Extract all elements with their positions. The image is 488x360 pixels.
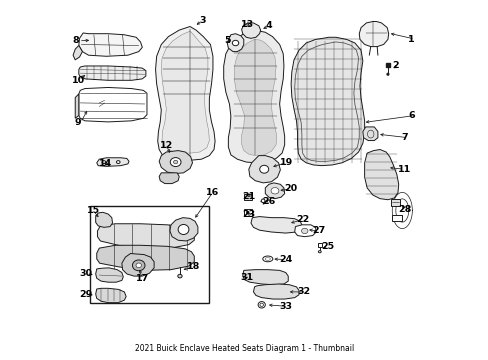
Text: 3: 3: [199, 16, 205, 25]
Text: 9: 9: [74, 118, 81, 127]
Polygon shape: [79, 33, 142, 56]
Polygon shape: [248, 156, 280, 183]
Polygon shape: [253, 284, 298, 299]
Polygon shape: [73, 45, 82, 60]
Text: 32: 32: [297, 287, 310, 296]
Text: 25: 25: [321, 242, 334, 251]
Ellipse shape: [116, 161, 120, 163]
Polygon shape: [96, 212, 112, 227]
Ellipse shape: [261, 199, 264, 203]
Text: 31: 31: [240, 273, 253, 282]
Ellipse shape: [178, 225, 188, 234]
Text: 28: 28: [397, 205, 410, 214]
Text: 17: 17: [135, 274, 149, 283]
Text: 22: 22: [296, 215, 309, 224]
Text: 8: 8: [72, 36, 79, 45]
Polygon shape: [96, 288, 126, 303]
Polygon shape: [290, 37, 364, 166]
Text: 5: 5: [224, 36, 230, 45]
Polygon shape: [223, 30, 284, 163]
Polygon shape: [250, 217, 301, 233]
Text: 29: 29: [80, 289, 93, 298]
Text: 19: 19: [279, 158, 292, 167]
Text: 4: 4: [265, 21, 272, 30]
Text: 6: 6: [408, 111, 414, 120]
Ellipse shape: [318, 251, 321, 253]
Ellipse shape: [259, 165, 268, 173]
Text: 30: 30: [80, 269, 92, 278]
Polygon shape: [242, 270, 287, 285]
Polygon shape: [391, 215, 402, 221]
Polygon shape: [79, 66, 145, 80]
Polygon shape: [161, 31, 209, 153]
Polygon shape: [75, 94, 79, 118]
Text: 7: 7: [401, 133, 407, 142]
Ellipse shape: [232, 40, 238, 46]
Text: 15: 15: [86, 206, 100, 215]
Text: 14: 14: [99, 159, 112, 168]
Text: 1: 1: [407, 35, 414, 44]
Polygon shape: [159, 150, 192, 174]
Text: 20: 20: [284, 184, 297, 193]
Polygon shape: [244, 194, 252, 200]
Ellipse shape: [262, 256, 272, 262]
Ellipse shape: [246, 211, 249, 214]
Polygon shape: [359, 22, 388, 46]
Polygon shape: [364, 149, 398, 200]
Text: 11: 11: [397, 165, 410, 174]
Polygon shape: [97, 245, 194, 270]
Text: 12: 12: [160, 141, 173, 150]
Polygon shape: [265, 183, 284, 199]
Ellipse shape: [132, 260, 144, 271]
Text: 26: 26: [262, 197, 275, 206]
Ellipse shape: [136, 263, 141, 268]
Ellipse shape: [301, 228, 307, 234]
Polygon shape: [362, 127, 377, 140]
Polygon shape: [234, 40, 276, 156]
Polygon shape: [241, 23, 260, 39]
Polygon shape: [155, 27, 215, 161]
Text: 2: 2: [391, 61, 398, 70]
Polygon shape: [79, 87, 147, 122]
Ellipse shape: [102, 161, 105, 163]
Ellipse shape: [270, 188, 278, 194]
Text: 21: 21: [242, 192, 255, 201]
Text: 10: 10: [72, 76, 85, 85]
Text: 24: 24: [279, 255, 292, 264]
Text: 33: 33: [279, 302, 292, 311]
Ellipse shape: [170, 158, 181, 167]
Text: 2021 Buick Enclave Heated Seats Diagram 1 - Thumbnail: 2021 Buick Enclave Heated Seats Diagram …: [135, 344, 353, 353]
Polygon shape: [96, 268, 123, 282]
Polygon shape: [390, 199, 400, 206]
Polygon shape: [169, 218, 198, 241]
Text: 18: 18: [186, 262, 200, 271]
Ellipse shape: [258, 302, 265, 308]
Bar: [90, 206, 208, 303]
Text: 23: 23: [242, 210, 255, 219]
Polygon shape: [227, 34, 244, 51]
Polygon shape: [159, 173, 179, 184]
Polygon shape: [294, 225, 316, 237]
Ellipse shape: [178, 274, 182, 278]
Ellipse shape: [386, 73, 388, 75]
Polygon shape: [122, 253, 154, 276]
Polygon shape: [244, 210, 251, 216]
Polygon shape: [97, 158, 129, 166]
Text: 13: 13: [240, 19, 253, 28]
Polygon shape: [97, 224, 194, 249]
Text: 27: 27: [311, 226, 325, 235]
Text: 16: 16: [206, 188, 219, 197]
Ellipse shape: [173, 160, 178, 164]
